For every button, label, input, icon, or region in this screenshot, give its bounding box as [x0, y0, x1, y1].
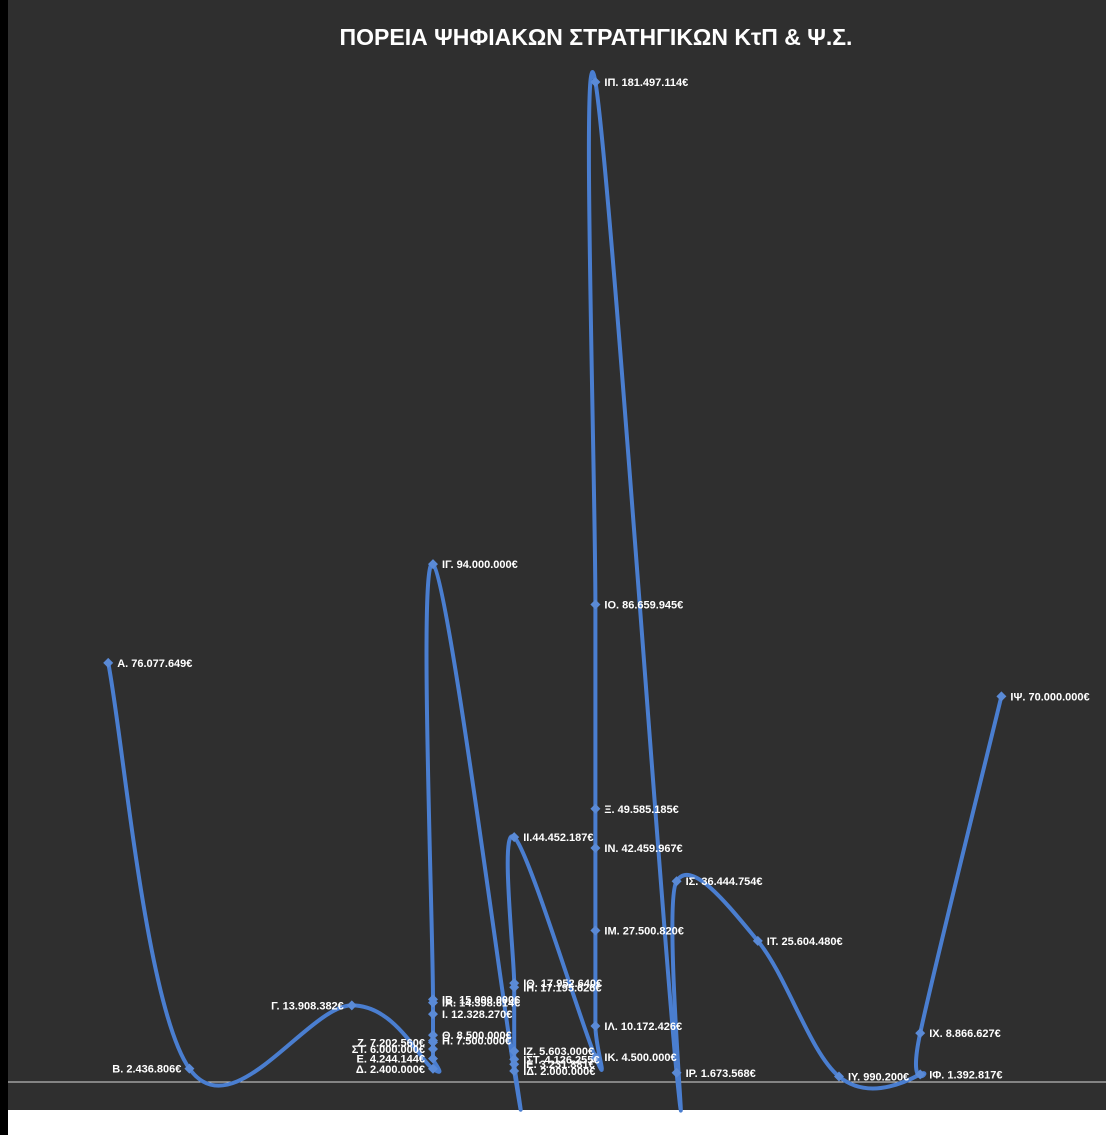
data-label: ΙΚ. 4.500.000€: [604, 1052, 676, 1064]
x-tick-label-2000: 2000: [175, 1112, 204, 1127]
data-marker: [509, 832, 520, 843]
data-marker: [509, 1065, 520, 1076]
data-label: ΙΡ. 1.673.568€: [686, 1068, 756, 1080]
x-tick-label-2004: 2004: [500, 1112, 529, 1127]
data-markers: [103, 77, 1007, 1082]
data-label: ΙΕ. 3.231.881€: [523, 1059, 595, 1071]
x-tick-label-2002: 2002: [337, 1112, 366, 1127]
data-marker: [590, 1052, 601, 1063]
data-marker: [590, 77, 601, 87]
data-label: ΙΔ. 2.000.000€: [523, 1066, 595, 1078]
data-label: Γ. 13.908.382€: [271, 1000, 344, 1012]
data-label: ΙΒ. 15.000.000€: [442, 994, 520, 1006]
data-marker: [428, 1030, 438, 1041]
data-label: ΙΙ.44.452.187€: [523, 832, 593, 844]
data-marker: [671, 876, 682, 887]
data-labels: Α. 76.077.649€ Β. 2.436.806€ Γ. 13.908.382…: [112, 77, 1089, 1084]
data-marker: [996, 691, 1007, 702]
data-label: ΙΟ. 86.659.945€: [604, 600, 683, 612]
chart-title: ΠΟΡΕΙΑ ΨΗΦΙΑΚΩΝ ΣΤΡΑΤΗΓΙΚΩΝ ΚτΠ & Ψ.Σ.: [340, 24, 853, 50]
data-label: Β. 2.436.806€: [112, 1064, 181, 1076]
data-label: ΙΓ. 94.000.000€: [442, 559, 518, 571]
data-label: ΙΣ. 36.444.754€: [686, 876, 763, 888]
data-label: ΙΘ. 17.952.640€: [523, 978, 602, 990]
chart-background: [8, 0, 1106, 1110]
data-marker: [752, 935, 763, 946]
data-marker: [509, 1046, 520, 1057]
data-marker: [590, 803, 601, 814]
data-marker: [590, 843, 601, 854]
x-axis-ticks: 1998 2000 2002 2004 2006 2008 2010: [13, 1112, 1016, 1127]
x-tick-label-1998: 1998: [13, 1112, 42, 1127]
data-label: Α. 76.077.649€: [117, 658, 192, 670]
data-marker: [509, 1054, 520, 1065]
data-label: ΙΣΤ. 4.126.255€: [523, 1054, 599, 1066]
data-marker: [590, 1020, 601, 1031]
data-marker: [428, 1009, 438, 1020]
data-label: Ι. 12.328.270€: [442, 1009, 512, 1021]
data-label: ΙΦ. 1.392.817€: [929, 1069, 1002, 1081]
x-tick-label-2010: 2010: [987, 1112, 1016, 1127]
data-marker: [428, 1043, 438, 1054]
data-marker: [590, 599, 601, 610]
left-edge-bar: [0, 0, 8, 1135]
data-label: Ζ. 7.202.560€: [357, 1037, 425, 1049]
data-label: ΙΖ. 5.603.000€: [523, 1046, 594, 1058]
data-label: ΙΨ. 70.000.000€: [1010, 691, 1089, 703]
data-label: Ε. 4.244.144€: [356, 1054, 425, 1066]
data-label: ΙΠ. 181.497.114€: [604, 77, 688, 89]
data-marker: [428, 559, 438, 570]
data-label: ΙΤ. 25.604.480€: [767, 936, 843, 948]
data-marker: [834, 1071, 844, 1082]
data-label: ΙΜ. 27.500.820€: [604, 925, 684, 937]
data-marker: [346, 1000, 357, 1011]
x-tick-label-2008: 2008: [825, 1112, 854, 1127]
data-marker: [428, 1035, 438, 1046]
data-marker: [590, 925, 601, 936]
data-label: Ξ. 49.585.185€: [604, 804, 678, 816]
data-marker: [428, 994, 438, 1005]
data-label: Η. 7.500.000€: [442, 1036, 511, 1048]
data-marker: [671, 1067, 682, 1078]
data-marker: [428, 1063, 438, 1074]
data-label: ΣΤ. 6.000.000€: [352, 1044, 425, 1056]
data-label: ΙΛ. 10.172.426€: [604, 1021, 682, 1033]
data-label: ΙΑ. 14.398.614€: [442, 998, 520, 1010]
data-marker: [915, 1028, 926, 1039]
data-label: ΙΗ. 17.195.626€: [523, 982, 601, 994]
data-marker: [509, 978, 520, 989]
data-marker: [184, 1063, 195, 1074]
data-label: ΙΝ. 42.459.967€: [604, 843, 682, 855]
data-label: ΙΧ. 8.866.627€: [929, 1028, 1001, 1040]
x-tick-label-2006: 2006: [662, 1112, 691, 1127]
data-marker: [428, 1053, 438, 1064]
data-label: Δ. 2.400.000€: [356, 1064, 425, 1076]
data-label: ΙΥ. 990.200€: [848, 1072, 909, 1084]
data-label: Θ. 8.500.000€: [442, 1030, 512, 1042]
data-marker: [915, 1069, 926, 1080]
data-marker: [103, 657, 114, 668]
